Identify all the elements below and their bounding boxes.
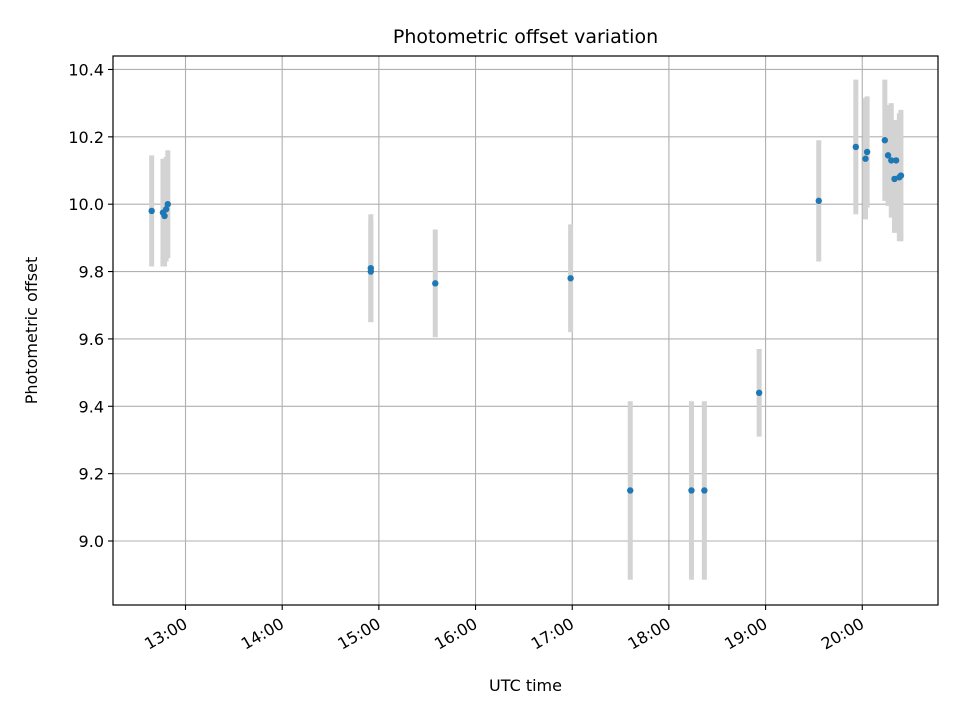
data-point	[881, 137, 889, 144]
data-point	[891, 175, 898, 183]
data-point	[567, 275, 574, 282]
data-point	[888, 157, 895, 164]
y-axis-ticks: 9.0 9.2 9.4 9.6 9.8 10.0 10.2 10.4	[68, 60, 113, 551]
data-point	[688, 487, 695, 494]
data-point	[164, 200, 171, 208]
data-point	[627, 487, 634, 494]
y-tick-label: 9.8	[79, 263, 104, 282]
plot-frame	[112, 55, 939, 606]
data-point	[755, 389, 763, 397]
y-axis-label: Photometric offset	[22, 257, 41, 405]
data-point	[852, 143, 860, 151]
data-point	[897, 172, 905, 179]
y-tick-label: 9.4	[79, 397, 104, 416]
data-point	[432, 280, 439, 287]
data-point	[148, 207, 155, 215]
y-tick-label: 9.0	[79, 532, 104, 551]
data-point	[161, 212, 168, 220]
data-point	[863, 148, 871, 156]
data-point	[162, 206, 170, 213]
y-tick-label: 10.4	[68, 60, 104, 79]
y-tick-label: 9.6	[79, 330, 104, 349]
y-tick-label: 10.2	[68, 128, 104, 147]
data-points	[148, 137, 905, 494]
chart-title: Photometric offset variation	[393, 26, 658, 48]
data-point	[862, 155, 869, 162]
x-axis-label: UTC time	[489, 676, 562, 695]
data-point	[884, 152, 892, 159]
data-point	[367, 268, 375, 275]
data-point	[815, 197, 822, 205]
y-tick-label: 9.2	[79, 465, 104, 484]
y-tick-label: 10.0	[68, 195, 104, 214]
data-point	[892, 157, 900, 164]
data-point	[701, 487, 708, 494]
